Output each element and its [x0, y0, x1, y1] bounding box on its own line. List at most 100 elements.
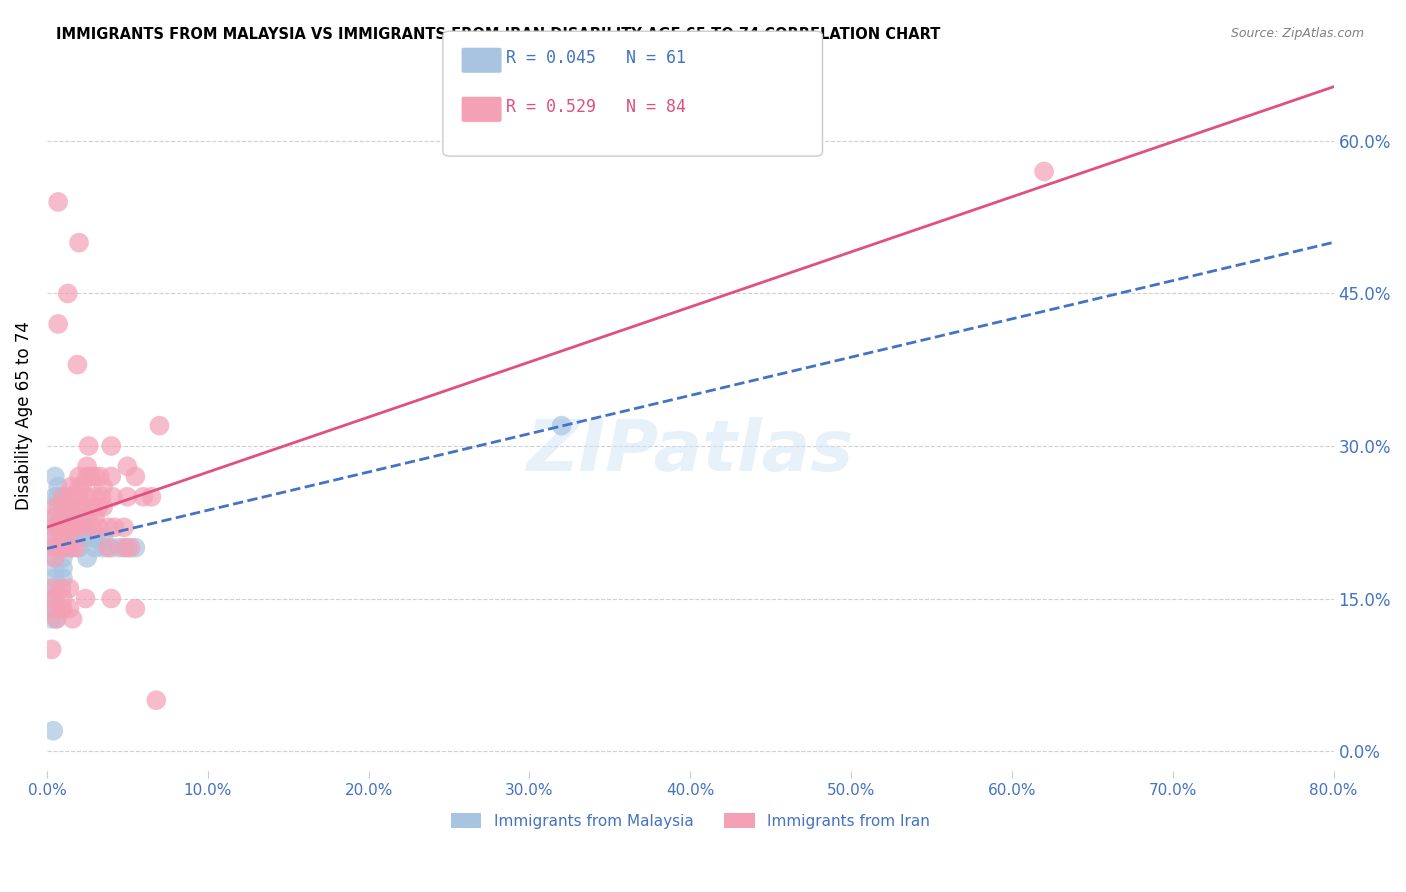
Point [67, 235, 90, 250]
Point [84, 490, 107, 504]
Point [44, 490, 66, 504]
Point [60, 531, 83, 545]
Point [76, 550, 98, 565]
Point [89, 469, 111, 483]
Text: R = 0.529   N = 84: R = 0.529 N = 84 [506, 98, 686, 116]
Point [55, 500, 77, 514]
Point [67, 469, 90, 483]
Point [91, 531, 114, 545]
Point [76, 520, 98, 534]
Point [76, 510, 98, 524]
Point [120, 541, 142, 555]
Point [67, 520, 90, 534]
Y-axis label: Disability Age 65 to 74: Disability Age 65 to 74 [15, 321, 32, 510]
Point [44, 531, 66, 545]
Point [51, 520, 73, 534]
Point [67, 480, 90, 494]
Point [84, 541, 107, 555]
Point [49, 520, 72, 534]
Point [44, 582, 66, 596]
Legend: Immigrants from Malaysia, Immigrants from Iran: Immigrants from Malaysia, Immigrants fro… [444, 806, 936, 835]
Point [100, 469, 122, 483]
Point [41, 642, 63, 657]
Text: R = 0.045   N = 61: R = 0.045 N = 61 [506, 49, 686, 67]
Point [52, 531, 75, 545]
Text: IMMIGRANTS FROM MALAYSIA VS IMMIGRANTS FROM IRAN DISABILITY AGE 65 TO 74 CORRELA: IMMIGRANTS FROM MALAYSIA VS IMMIGRANTS F… [56, 27, 941, 42]
Point [91, 541, 114, 555]
Point [60, 500, 83, 514]
Point [44, 500, 66, 514]
Point [76, 531, 98, 545]
Point [84, 531, 107, 545]
Point [41, 582, 63, 596]
Point [60, 510, 83, 524]
Point [46, 520, 69, 534]
Point [44, 550, 66, 565]
Point [46, 500, 69, 514]
Point [44, 601, 66, 615]
Point [42, 591, 65, 606]
Point [80, 531, 103, 545]
Point [52, 490, 75, 504]
Point [60, 480, 83, 494]
Point [65, 531, 87, 545]
Point [55, 541, 77, 555]
Point [49, 510, 72, 524]
Point [44, 510, 66, 524]
Point [77, 439, 100, 453]
Point [67, 500, 90, 514]
Point [52, 510, 75, 524]
Point [52, 601, 75, 615]
Point [44, 550, 66, 565]
Point [49, 520, 72, 534]
Point [56, 286, 79, 301]
Point [44, 531, 66, 545]
Point [108, 541, 131, 555]
Point [145, 693, 167, 707]
Point [80, 500, 103, 514]
Point [44, 541, 66, 555]
Point [44, 571, 66, 585]
Point [87, 520, 110, 534]
Point [72, 520, 94, 534]
Point [52, 520, 75, 534]
Point [141, 490, 163, 504]
Text: ZIPatlas: ZIPatlas [527, 417, 853, 485]
Point [65, 490, 87, 504]
Point [67, 541, 90, 555]
Point [75, 591, 97, 606]
Point [67, 510, 90, 524]
Point [52, 500, 75, 514]
Point [52, 541, 75, 555]
Point [124, 469, 146, 483]
Point [84, 510, 107, 524]
Point [52, 520, 75, 534]
Point [52, 531, 75, 545]
Point [60, 520, 83, 534]
Point [100, 591, 122, 606]
Point [52, 561, 75, 575]
Point [60, 541, 83, 555]
Point [79, 469, 101, 483]
Point [52, 591, 75, 606]
Point [62, 520, 84, 534]
Point [103, 520, 125, 534]
Point [46, 317, 69, 331]
Point [51, 582, 73, 596]
Point [41, 601, 63, 615]
Point [90, 490, 112, 504]
Point [91, 500, 114, 514]
Point [80, 520, 103, 534]
Point [52, 510, 75, 524]
Point [42, 723, 65, 738]
Point [84, 469, 107, 483]
Point [67, 531, 90, 545]
Point [46, 480, 69, 494]
Point [45, 601, 67, 615]
Point [44, 469, 66, 483]
Point [51, 601, 73, 615]
Point [65, 520, 87, 534]
Point [76, 490, 98, 504]
Text: Source: ZipAtlas.com: Source: ZipAtlas.com [1230, 27, 1364, 40]
Point [117, 490, 139, 504]
